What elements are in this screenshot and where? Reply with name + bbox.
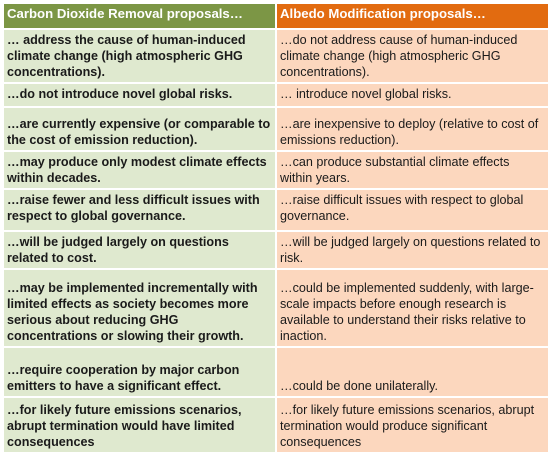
albedo-cell: …can produce substantial climate effects… — [277, 152, 548, 188]
cdr-cell: …may be implemented incrementally with l… — [4, 270, 275, 346]
cdr-cell: …are currently expensive (or comparable … — [4, 108, 275, 150]
table-row: … address the cause of human-induced cli… — [4, 30, 548, 82]
albedo-cell: …could be done unilaterally. — [277, 348, 548, 396]
cdr-cell: … address the cause of human-induced cli… — [4, 30, 275, 82]
albedo-cell: … introduce novel global risks. — [277, 84, 548, 106]
table-row: …raise fewer and less difficult issues w… — [4, 190, 548, 230]
albedo-cell: …for likely future emissions scenarios, … — [277, 398, 548, 452]
cdr-cell: …may produce only modest climate effects… — [4, 152, 275, 188]
cdr-cell: …for likely future emissions scenarios, … — [4, 398, 275, 452]
table-row: …for likely future emissions scenarios, … — [4, 398, 548, 452]
albedo-cell: …do not address cause of human-induced c… — [277, 30, 548, 82]
header-albedo-modification: Albedo Modification proposals… — [277, 4, 548, 28]
header-carbon-dioxide-removal: Carbon Dioxide Removal proposals… — [4, 4, 275, 28]
albedo-cell: …raise difficult issues with respect to … — [277, 190, 548, 230]
table-row: …require cooperation by major carbon emi… — [4, 348, 548, 396]
table-row: …may produce only modest climate effects… — [4, 152, 548, 188]
header-row: Carbon Dioxide Removal proposals… Albedo… — [4, 4, 548, 28]
cdr-cell: …do not introduce novel global risks. — [4, 84, 275, 106]
albedo-cell: …will be judged largely on questions rel… — [277, 232, 548, 268]
table-row: …will be judged largely on questions rel… — [4, 232, 548, 268]
table-row: …are currently expensive (or comparable … — [4, 108, 548, 150]
albedo-cell: …could be implemented suddenly, with lar… — [277, 270, 548, 346]
table-row: …do not introduce novel global risks. … … — [4, 84, 548, 106]
cdr-cell: …will be judged largely on questions rel… — [4, 232, 275, 268]
cdr-cell: …require cooperation by major carbon emi… — [4, 348, 275, 396]
albedo-cell: …are inexpensive to deploy (relative to … — [277, 108, 548, 150]
cdr-cell: …raise fewer and less difficult issues w… — [4, 190, 275, 230]
table-row: …may be implemented incrementally with l… — [4, 270, 548, 346]
